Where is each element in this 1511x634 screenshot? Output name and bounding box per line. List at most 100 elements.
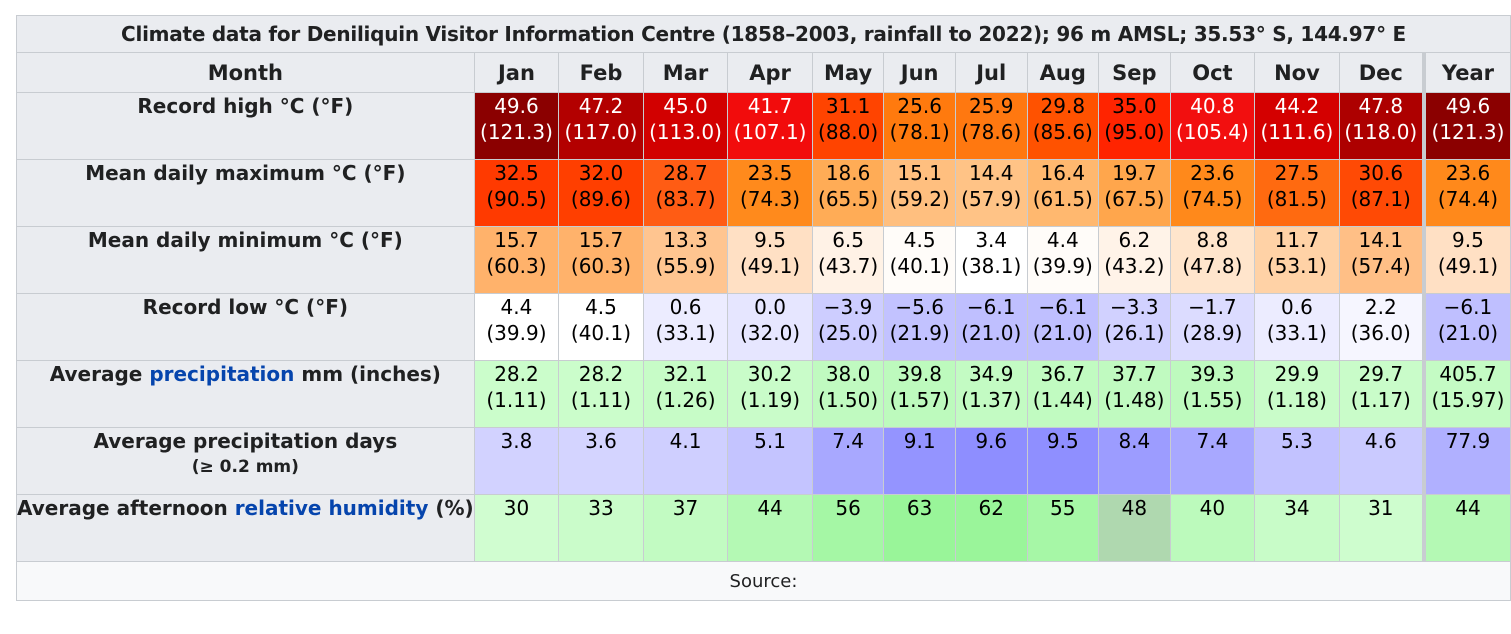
cell-secondary-value: (40.1) — [570, 321, 632, 345]
data-cell: 30.2 (1.19) — [727, 360, 813, 428]
cell-value: 30 — [503, 496, 530, 520]
row-label-text: (%) — [428, 496, 474, 520]
cell-secondary-value: (65.5) — [818, 187, 879, 211]
cell-value: 28.7 — [663, 161, 708, 185]
cell-value: 77.9 — [1445, 429, 1491, 453]
data-cell: 40.8 (105.4) — [1169, 92, 1256, 160]
cell-value: 13.3 — [663, 228, 708, 252]
table-title: Climate data for Deniliquin Visitor Info… — [16, 15, 1511, 53]
table-row: Mean daily maximum °C (°F) 32.5 (90.5) 32.0… — [16, 159, 1511, 227]
cell-secondary-value: (1.17) — [1350, 388, 1411, 412]
cell-value: 30.6 — [1358, 161, 1404, 185]
cell-secondary-value: (83.7) — [655, 187, 716, 211]
cell-secondary-value: (113.0) — [649, 120, 722, 144]
row-label: Average afternoon relative humidity (%) — [16, 494, 475, 562]
cell-secondary-value: (39.9) — [486, 321, 547, 345]
row-label: Average precipitation days (≥ 0.2 mm) — [16, 427, 475, 495]
cell-value: 27.5 — [1274, 161, 1320, 185]
cell-value: 38.0 — [825, 362, 871, 386]
cell-secondary-value: (60.3) — [570, 254, 632, 278]
cell-value: 47.2 — [578, 94, 624, 118]
table-row: Record low °C (°F) 4.4 (39.9) 4.5 (40.1) 0.6(… — [16, 293, 1511, 361]
data-cell: −6.1 (21.0) — [954, 293, 1028, 361]
cell-secondary-value: (57.9) — [961, 187, 1022, 211]
data-cell: 4.5 (40.1) — [883, 226, 956, 294]
cell-secondary-value: (87.1) — [1350, 187, 1411, 211]
data-cell: 8.8 (47.8) — [1169, 226, 1256, 294]
data-cell: 45.0 (113.0) — [642, 92, 729, 160]
data-cell: 32.0 (89.6) — [558, 159, 644, 227]
cell-value: 11.7 — [1274, 228, 1320, 252]
cell-value: −3.9 — [823, 295, 873, 319]
row-label-link[interactable]: precipitation — [149, 362, 295, 386]
table-row: Mean daily minimum °C (°F) 15.7 (60.3) 15.7… — [16, 226, 1511, 294]
cell-secondary-value: (1.26) — [655, 388, 716, 412]
cell-value: 4.4 — [500, 295, 533, 319]
cell-value: 32.5 — [494, 161, 539, 185]
month-header-jan: Jan — [473, 52, 560, 93]
data-cell: 25.6 (78.1) — [883, 92, 956, 160]
data-cell: 55 — [1026, 494, 1100, 562]
month-header-may: May — [811, 52, 885, 93]
data-cell: 32.5 (90.5) — [473, 159, 560, 227]
data-cell: 4.4 (39.9) — [1026, 226, 1100, 294]
cell-value: 34 — [1284, 496, 1310, 520]
data-cell: 9.5 (49.1) — [727, 226, 813, 294]
data-cell: 36.7 (1.44) — [1026, 360, 1100, 428]
cell-value: 44 — [757, 496, 783, 520]
data-cell: −1.7 (28.9) — [1169, 293, 1256, 361]
cell-secondary-value: (78.1) — [889, 120, 950, 144]
cell-value: 3.6 — [585, 429, 617, 453]
cell-value: 2.2 — [1364, 295, 1397, 319]
data-cell: 15.1 (59.2) — [883, 159, 956, 227]
cell-secondary-value: (1.19) — [739, 388, 801, 412]
data-cell: 38.0 (1.50) — [811, 360, 885, 428]
climate-table: Climate data for Deniliquin Visitor Info… — [16, 15, 1511, 601]
cell-secondary-value: (81.5) — [1266, 187, 1327, 211]
cell-secondary-value: (25.0) — [818, 321, 879, 345]
row-label: Mean daily maximum °C (°F) — [16, 159, 475, 227]
month-header-feb: Feb — [558, 52, 644, 93]
cell-value: 9.5 — [1046, 429, 1079, 453]
data-cell: −6.1 (21.0) — [1026, 293, 1100, 361]
cell-secondary-value: (74.5) — [1182, 187, 1243, 211]
row-label-link[interactable]: relative humidity — [234, 496, 429, 520]
month-header-nov: Nov — [1254, 52, 1340, 93]
data-cell: 9.6 — [954, 427, 1028, 495]
cell-value: 0.6 — [1281, 295, 1313, 319]
cell-secondary-value: (95.0) — [1104, 120, 1165, 144]
data-cell: 6.2 (43.2) — [1098, 226, 1171, 294]
cell-value: 9.1 — [903, 429, 936, 453]
cell-value: 7.4 — [832, 429, 864, 453]
cell-secondary-value: (67.5) — [1104, 187, 1165, 211]
cell-value: 32.1 — [663, 362, 708, 386]
month-header-apr: Apr — [727, 52, 813, 93]
data-cell: 63 — [883, 494, 956, 562]
cell-value: 4.1 — [669, 429, 702, 453]
data-cell: 47.2 (117.0) — [558, 92, 644, 160]
cell-value: 3.4 — [975, 228, 1008, 252]
data-cell: 4.4 (39.9) — [473, 293, 560, 361]
cell-secondary-value: (1.48) — [1104, 388, 1165, 412]
data-cell: 49.6 (121.3) — [473, 92, 560, 160]
cell-value: 40.8 — [1190, 94, 1235, 118]
cell-secondary-value: (15.97) — [1431, 388, 1505, 412]
data-cell: 23.6 (74.4) — [1421, 159, 1511, 227]
data-cell: 40 — [1169, 494, 1256, 562]
data-cell: 9.5 (49.1) — [1421, 226, 1511, 294]
data-cell: 77.9 — [1421, 427, 1511, 495]
data-cell: 30 — [473, 494, 560, 562]
cell-secondary-value: (40.1) — [889, 254, 950, 278]
data-cell: 5.3 — [1254, 427, 1340, 495]
cell-value: 56 — [835, 496, 861, 520]
data-cell: 4.5 (40.1) — [558, 293, 644, 361]
row-label-text: Average precipitation days — [93, 429, 398, 453]
data-cell: 19.7 (67.5) — [1098, 159, 1171, 227]
month-header-jul: Jul — [954, 52, 1028, 93]
source-note: Source: — [16, 561, 1511, 601]
year-header: Year — [1421, 52, 1511, 93]
data-cell: 29.9 (1.18) — [1254, 360, 1340, 428]
cell-secondary-value: (74.4) — [1437, 187, 1499, 211]
data-cell: 44 — [1421, 494, 1511, 562]
data-cell: 47.8 (118.0) — [1338, 92, 1425, 160]
